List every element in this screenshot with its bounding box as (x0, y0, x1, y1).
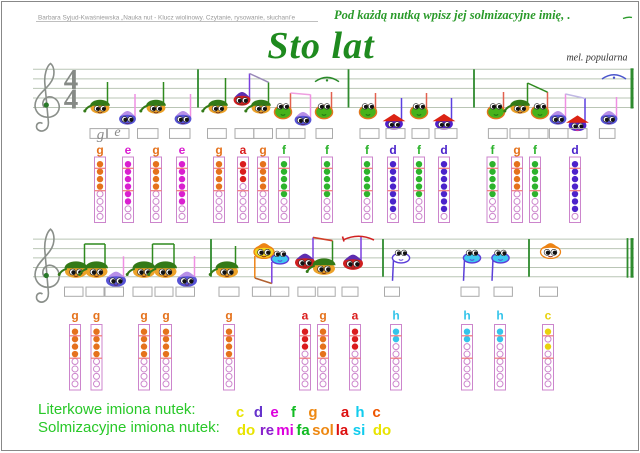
svg-text:Barbara Syjud-Kwaśniewska „Nau: Barbara Syjud-Kwaśniewska „Nauka nut - K… (38, 14, 295, 21)
svg-text:4: 4 (64, 64, 79, 96)
svg-text:g: g (215, 143, 222, 157)
svg-text:h: h (392, 309, 399, 323)
svg-text:do: do (373, 422, 391, 439)
svg-text:f: f (291, 404, 297, 421)
svg-text:c: c (372, 404, 380, 421)
svg-text:Pod każdą nutką wpisz jej solm: Pod każdą nutką wpisz jej solmizacyjne i… (334, 8, 570, 22)
svg-text:f: f (282, 143, 287, 157)
svg-text:g: g (162, 309, 169, 323)
svg-text:mel. popularna: mel. popularna (566, 53, 627, 64)
svg-text:d: d (389, 143, 396, 157)
svg-text:g: g (96, 143, 103, 157)
svg-text:g: g (225, 309, 232, 323)
svg-text:d: d (440, 143, 447, 157)
svg-text:a: a (302, 309, 309, 323)
svg-text:g: g (140, 309, 147, 323)
svg-text:g: g (152, 143, 159, 157)
svg-text:a: a (341, 404, 350, 421)
svg-text:f: f (325, 143, 330, 157)
svg-text:h: h (355, 404, 364, 421)
svg-text:Literkowe imiona nutek:: Literkowe imiona nutek: (38, 401, 196, 418)
svg-text:d: d (254, 404, 263, 421)
svg-text:la: la (336, 422, 349, 439)
svg-text:g: g (319, 309, 326, 323)
svg-text:sol: sol (312, 422, 334, 439)
svg-text:Sto lat: Sto lat (267, 25, 375, 67)
svg-text:4: 4 (64, 84, 79, 116)
svg-text:h: h (463, 309, 470, 323)
svg-text:re: re (260, 422, 274, 439)
svg-text:d: d (571, 143, 578, 157)
svg-text:f: f (491, 143, 496, 157)
svg-text:e: e (125, 143, 132, 157)
svg-text:g: g (71, 309, 78, 323)
svg-text:f: f (533, 143, 538, 157)
svg-text:si: si (353, 422, 366, 439)
svg-text:e: e (114, 125, 120, 140)
svg-text:f: f (365, 143, 370, 157)
svg-text:e: e (270, 404, 278, 421)
svg-text:a: a (240, 143, 247, 157)
svg-text:a: a (352, 309, 359, 323)
svg-text:do: do (237, 422, 255, 439)
svg-text:f: f (417, 143, 422, 157)
svg-text:e: e (179, 143, 186, 157)
svg-text:g: g (97, 127, 105, 143)
svg-text:g: g (308, 404, 317, 421)
svg-text:h: h (496, 309, 503, 323)
svg-text:g: g (513, 143, 520, 157)
svg-text:Solmizacyjne imiona nutek:: Solmizacyjne imiona nutek: (38, 419, 220, 436)
svg-text:c: c (545, 309, 552, 323)
svg-text:c: c (236, 404, 244, 421)
svg-text:g: g (259, 143, 266, 157)
svg-text:fa: fa (296, 422, 310, 439)
svg-text:mi: mi (276, 422, 294, 439)
svg-text:g: g (93, 309, 100, 323)
